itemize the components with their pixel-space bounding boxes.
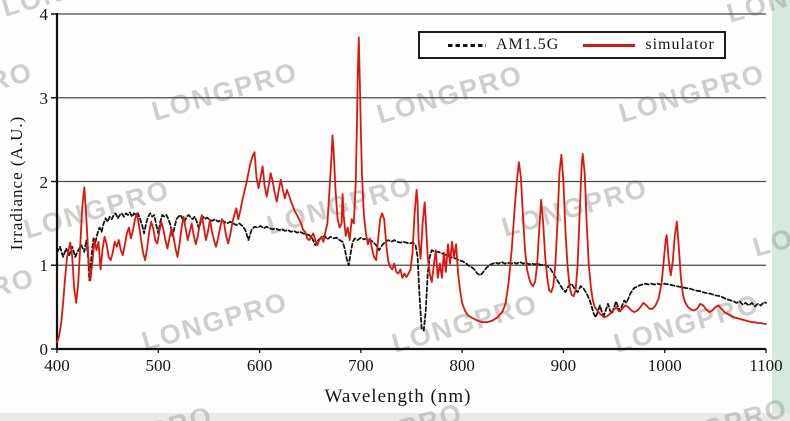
legend-simulator-label: simulator: [645, 36, 715, 53]
chart-legend: AM1.5G simulator: [418, 31, 726, 59]
right-edge-strip: [772, 0, 790, 421]
legend-simulator-line-sample: [583, 43, 636, 47]
series-line-simulator: [56, 36, 767, 344]
legend-am15g-dashed-line-sample: [448, 43, 486, 47]
legend-am15g-label: AM1.5G: [496, 36, 560, 53]
bottom-edge-strip: [0, 413, 790, 421]
